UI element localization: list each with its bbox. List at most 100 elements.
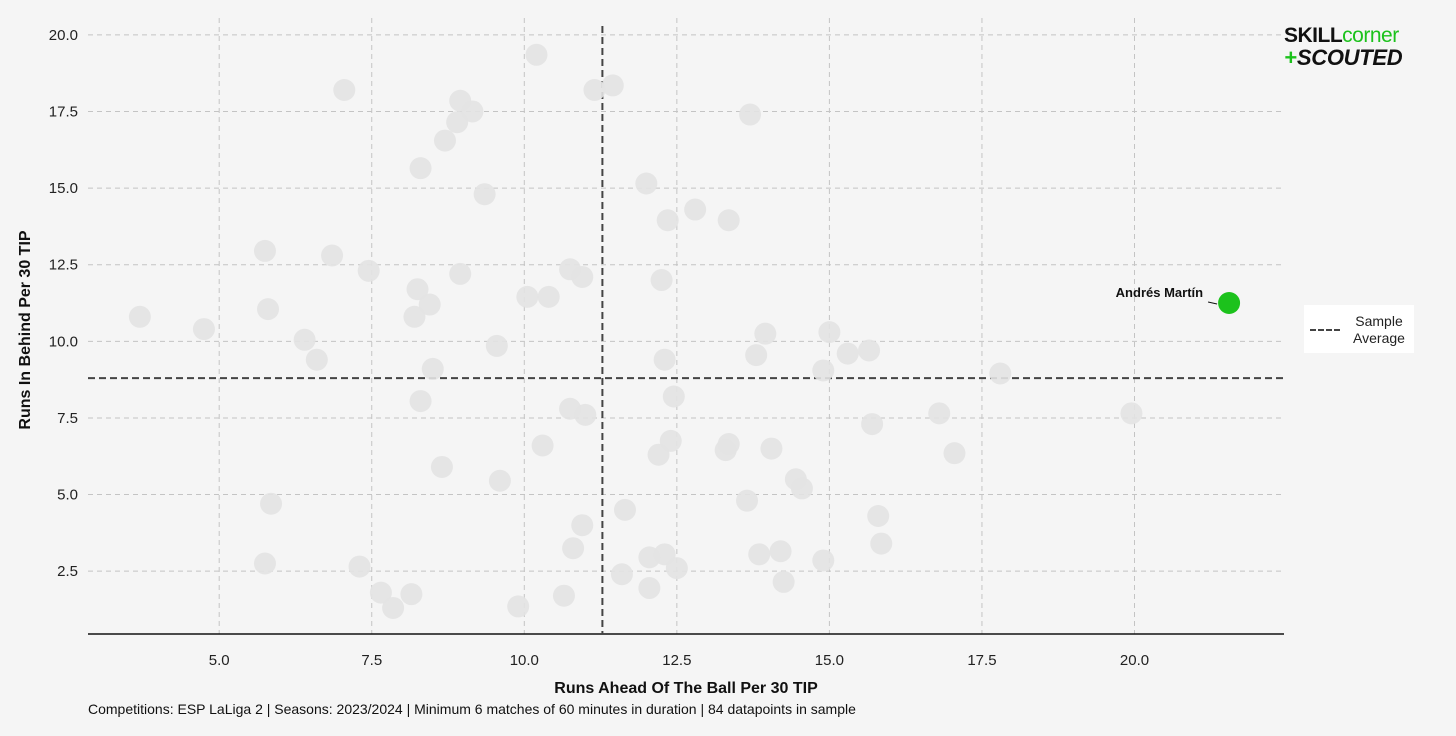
y-tick-label: 10.0	[49, 333, 78, 350]
data-point	[647, 443, 670, 466]
data-point	[739, 103, 762, 126]
data-point	[571, 265, 594, 288]
data-point	[321, 244, 344, 267]
y-tick-label: 15.0	[49, 180, 78, 197]
y-tick-label: 5.0	[57, 487, 78, 504]
x-tick-label: 7.5	[361, 652, 382, 669]
data-point	[446, 111, 469, 134]
data-point	[653, 348, 676, 371]
logo-scouted: SCOUTED	[1296, 45, 1403, 70]
data-point	[745, 344, 768, 367]
x-tick-label: 15.0	[815, 652, 844, 669]
data-point	[650, 269, 673, 292]
data-point	[369, 581, 392, 604]
data-point	[357, 259, 380, 282]
data-point	[943, 442, 966, 465]
x-tick-label: 20.0	[1120, 652, 1149, 669]
data-point	[571, 514, 594, 537]
data-point	[760, 437, 783, 460]
data-point	[928, 402, 951, 425]
data-point	[717, 209, 740, 232]
highlight-label-connector	[1207, 301, 1218, 305]
data-point	[192, 318, 215, 341]
data-point	[552, 584, 575, 607]
data-point	[382, 596, 405, 619]
x-axis-title: Runs Ahead Of The Ball Per 30 TIP	[554, 680, 818, 697]
data-point	[531, 434, 554, 457]
data-point	[717, 432, 740, 455]
data-point	[818, 321, 841, 344]
data-point	[812, 549, 835, 572]
x-tick-label: 12.5	[662, 652, 691, 669]
data-point	[430, 455, 453, 478]
legend: Sample Average	[1304, 305, 1414, 353]
data-point	[433, 129, 456, 152]
data-point	[665, 557, 688, 580]
data-point	[409, 390, 432, 413]
data-point	[418, 293, 441, 316]
data-point	[870, 532, 893, 555]
data-point	[812, 359, 835, 382]
data-point	[461, 100, 484, 123]
skillcorner-scouted-logo: SKILLcorner +SCOUTED	[1284, 24, 1434, 72]
data-point	[638, 577, 661, 600]
data-point	[748, 543, 771, 566]
data-point	[473, 183, 496, 206]
data-point	[989, 362, 1012, 385]
y-tick-label: 12.5	[49, 257, 78, 274]
logo-plus: +	[1284, 45, 1297, 70]
data-point	[406, 278, 429, 301]
y-tick-label: 2.5	[57, 563, 78, 580]
data-point	[516, 285, 539, 308]
data-point	[1120, 402, 1143, 425]
data-point	[562, 537, 585, 560]
y-tick-label: 7.5	[57, 410, 78, 427]
highlight-point-label: Andrés Martín	[1116, 285, 1203, 300]
y-tick-label: 20.0	[49, 27, 78, 44]
data-point	[861, 413, 884, 436]
data-point	[400, 583, 423, 606]
data-point	[128, 305, 151, 328]
data-point	[403, 305, 426, 328]
data-point	[656, 209, 679, 232]
data-point	[488, 469, 511, 492]
y-tick-label: 17.5	[49, 103, 78, 120]
logo-bottom-line: +SCOUTED	[1284, 45, 1403, 70]
x-tick-label: 10.0	[510, 652, 539, 669]
data-point	[769, 540, 792, 563]
footer-note: Competitions: ESP LaLiga 2 | Seasons: 20…	[88, 701, 856, 717]
data-point	[867, 505, 890, 528]
x-tick-label: 5.0	[209, 652, 230, 669]
data-point	[858, 339, 881, 362]
data-point	[754, 322, 777, 345]
data-point	[421, 357, 444, 380]
data-point	[293, 328, 316, 351]
data-point	[449, 262, 472, 285]
y-axis-title: Runs In Behind Per 30 TIP	[17, 230, 34, 429]
data-point	[772, 570, 795, 593]
data-point	[736, 489, 759, 512]
data-point	[836, 342, 859, 365]
data-point	[537, 285, 560, 308]
logo-skill: SKILL	[1284, 24, 1343, 47]
data-point	[409, 157, 432, 180]
data-point	[610, 563, 633, 586]
data-point	[574, 403, 597, 426]
data-point	[662, 385, 685, 408]
data-point	[260, 492, 283, 515]
logo-top-line: SKILLcorner	[1284, 24, 1399, 48]
data-point	[253, 552, 276, 575]
x-tick-label: 17.5	[967, 652, 996, 669]
data-point	[583, 79, 606, 102]
legend-average-line-swatch	[1310, 329, 1340, 331]
data-point	[333, 79, 356, 102]
data-point	[790, 477, 813, 500]
data-point	[635, 172, 658, 195]
legend-average-label: Sample Average	[1353, 313, 1405, 346]
data-point	[305, 348, 328, 371]
highlight-point	[1218, 292, 1241, 315]
data-point	[613, 498, 636, 521]
data-point	[601, 74, 624, 97]
